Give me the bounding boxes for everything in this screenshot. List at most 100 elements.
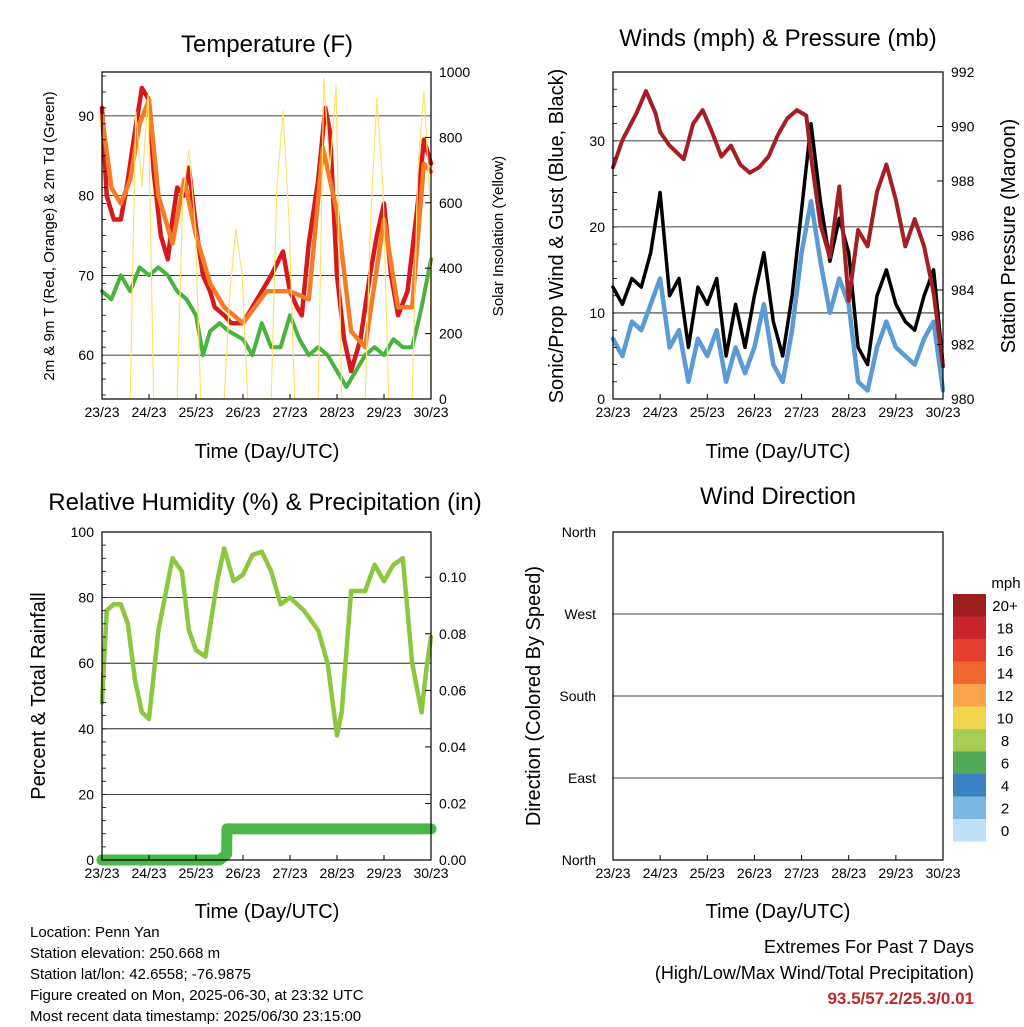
y-tick-label: 80 xyxy=(78,590,94,606)
series-9m-t xyxy=(99,97,434,350)
colorbar-swatch xyxy=(953,796,986,819)
series-station-pressure xyxy=(611,89,945,369)
winds-ylabel: Sonic/Prop Wind & Gust (Blue, Black) xyxy=(546,69,568,404)
winds-panel: Winds (mph) & Pressure (mb) Time (Day/UT… xyxy=(546,25,1020,463)
x-tick-label: 28/23 xyxy=(831,404,866,420)
y-tick-label: North xyxy=(562,852,596,868)
humidity-frame xyxy=(101,531,432,861)
x-tick-label: 29/23 xyxy=(366,865,401,881)
series-wind xyxy=(610,198,946,393)
extremes-box: Extremes For Past 7 Days (High/Low/Max W… xyxy=(655,934,974,1012)
x-tick-label: 26/23 xyxy=(225,404,260,420)
colorbar-swatch xyxy=(953,594,986,617)
colorbar-swatch xyxy=(953,751,986,774)
direction-title: Wind Direction xyxy=(700,483,856,510)
speed-colorbar: mph 20+ 18 16 14 12 10 8 6 4 2 0 xyxy=(953,575,1021,842)
y2-tick-label: 1000 xyxy=(439,64,470,80)
colorbar-swatch xyxy=(953,706,986,729)
x-tick-label: 30/23 xyxy=(925,404,960,420)
x-tick-label: 23/23 xyxy=(595,865,630,881)
x-tick-label: 28/23 xyxy=(831,865,866,881)
x-tick-label: 26/23 xyxy=(737,404,772,420)
created-text: Figure created on Mon, 2025-06-30, at 23… xyxy=(30,987,364,1004)
y2-tick-label: 200 xyxy=(439,326,463,342)
colorbar-label: 16 xyxy=(997,643,1014,660)
colorbar-swatch xyxy=(953,616,986,639)
y2-tick-label: 0 xyxy=(439,391,447,407)
humidity-panel: Relative Humidity (%) & Precipitation (i… xyxy=(28,489,482,923)
colorbar-label: 12 xyxy=(997,688,1014,705)
x-tick-label: 30/23 xyxy=(413,865,448,881)
x-tick-label: 23/23 xyxy=(595,404,630,420)
y2-tick-label: 0.08 xyxy=(439,626,466,642)
x-tick-label: 25/23 xyxy=(178,404,213,420)
humidity-title: Relative Humidity (%) & Precipitation (i… xyxy=(48,489,481,516)
y2-tick-label: 984 xyxy=(951,282,975,298)
y2-tick-label: 800 xyxy=(439,129,463,145)
colorbar-label: 2 xyxy=(1001,801,1009,818)
y-tick-label: 60 xyxy=(78,347,94,363)
x-tick-label: 24/23 xyxy=(131,865,166,881)
colorbar-swatch xyxy=(953,729,986,752)
x-tick-label: 28/23 xyxy=(319,404,354,420)
y-tick-label: 10 xyxy=(589,305,605,321)
location-text: Location: Penn Yan xyxy=(30,924,160,941)
x-tick-label: 29/23 xyxy=(878,865,913,881)
colorbar-label: 4 xyxy=(1001,778,1009,795)
x-tick-label: 25/23 xyxy=(690,865,725,881)
direction-ylabel: Direction (Colored By Speed) xyxy=(523,566,545,826)
x-tick-label: 23/23 xyxy=(84,404,119,420)
direction-panel: Wind Direction Time (Day/UTC) Direction … xyxy=(523,483,1021,923)
temperature-frame xyxy=(101,71,432,400)
y-tick-label: 60 xyxy=(78,655,94,671)
y-tick-label: 80 xyxy=(78,188,94,204)
colorbar-label: 20+ xyxy=(992,598,1018,615)
x-tick-label: 25/23 xyxy=(178,865,213,881)
winds-y2label: Station Pressure (Maroon) xyxy=(998,119,1020,354)
extremes-values: 93.5/57.2/25.3/0.01 xyxy=(827,989,974,1008)
colorbar-swatch xyxy=(953,684,986,707)
x-tick-label: 27/23 xyxy=(784,865,819,881)
y2-tick-label: 0.02 xyxy=(439,795,466,811)
y2-tick-label: 0.10 xyxy=(439,569,466,585)
temperature-title: Temperature (F) xyxy=(181,31,353,58)
y2-tick-label: 0.06 xyxy=(439,682,466,698)
direction-frame xyxy=(612,531,944,861)
y-tick-label: South xyxy=(559,688,596,704)
temperature-ylabel: 2m & 9m T (Red, Orange) & 2m Td (Green) xyxy=(41,91,58,380)
y-tick-label: 100 xyxy=(71,524,95,540)
temperature-y2label: Solar Insolation (Yellow) xyxy=(490,156,507,316)
direction-xlabel: Time (Day/UTC) xyxy=(706,901,851,923)
x-tick-label: 23/23 xyxy=(84,865,119,881)
y2-tick-label: 982 xyxy=(951,337,975,353)
colorbar-title: mph xyxy=(991,575,1020,592)
y2-tick-label: 0.00 xyxy=(439,852,466,868)
y-tick-label: 30 xyxy=(589,133,605,149)
station-info: Location: Penn Yan Station elevation: 25… xyxy=(30,922,364,1027)
x-tick-label: 26/23 xyxy=(737,865,772,881)
x-tick-label: 29/23 xyxy=(878,404,913,420)
series-2m-td xyxy=(100,257,433,389)
y2-tick-label: 988 xyxy=(951,173,975,189)
winds-xlabel: Time (Day/UTC) xyxy=(706,441,851,463)
colorbar-swatch xyxy=(953,819,986,842)
series-gust xyxy=(611,121,945,367)
x-tick-label: 24/23 xyxy=(131,404,166,420)
series-relative-humidity xyxy=(99,546,434,738)
x-tick-label: 28/23 xyxy=(319,865,354,881)
y-tick-label: 0 xyxy=(86,852,94,868)
y2-tick-label: 980 xyxy=(951,391,975,407)
y2-tick-label: 0.04 xyxy=(439,739,466,755)
extremes-title: Extremes For Past 7 Days xyxy=(763,937,974,957)
y2-tick-label: 400 xyxy=(439,260,463,276)
temperature-panel: Temperature (F) Time (Day/UTC) 2m & 9m T… xyxy=(41,31,507,463)
winds-frame xyxy=(612,71,944,400)
x-tick-label: 30/23 xyxy=(925,865,960,881)
recent-text: Most recent data timestamp: 2025/06/30 2… xyxy=(30,1008,362,1025)
colorbar-swatch xyxy=(953,661,986,684)
x-tick-label: 30/23 xyxy=(413,404,448,420)
y2-tick-label: 986 xyxy=(951,228,975,244)
humidity-ylabel: Percent & Total Rainfall xyxy=(28,592,50,800)
humidity-xlabel: Time (Day/UTC) xyxy=(195,901,340,923)
